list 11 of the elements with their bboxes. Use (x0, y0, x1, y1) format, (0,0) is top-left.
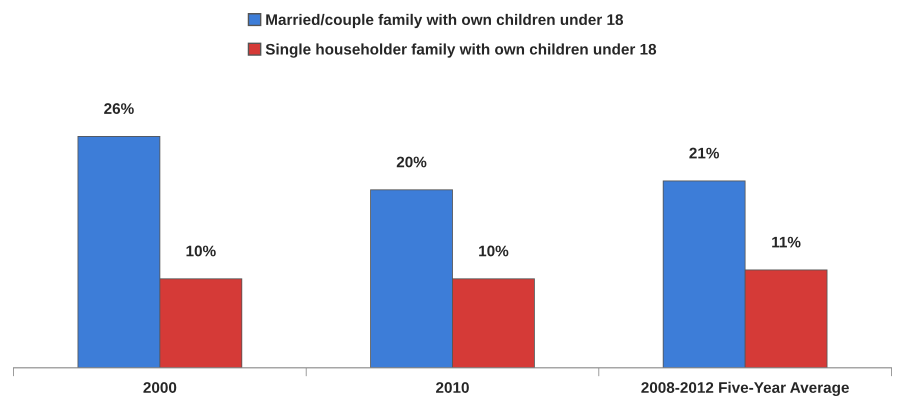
legend-label: Single householder family with own children under 18 (266, 43, 656, 58)
data-label: 10% (479, 246, 508, 256)
data-label: 26% (104, 103, 134, 114)
data-label: 20% (396, 156, 426, 168)
x-tick-label: 2010 (436, 382, 469, 393)
legend-label: Married/couple family with own children under 18 (266, 14, 624, 28)
x-tick-label: 2008-2012 Five-Year Average (641, 382, 849, 396)
data-label: 10% (186, 246, 216, 256)
x-tick-label: 2000 (143, 382, 176, 393)
data-label: 21% (689, 148, 720, 158)
data-label: 11% (772, 236, 801, 248)
